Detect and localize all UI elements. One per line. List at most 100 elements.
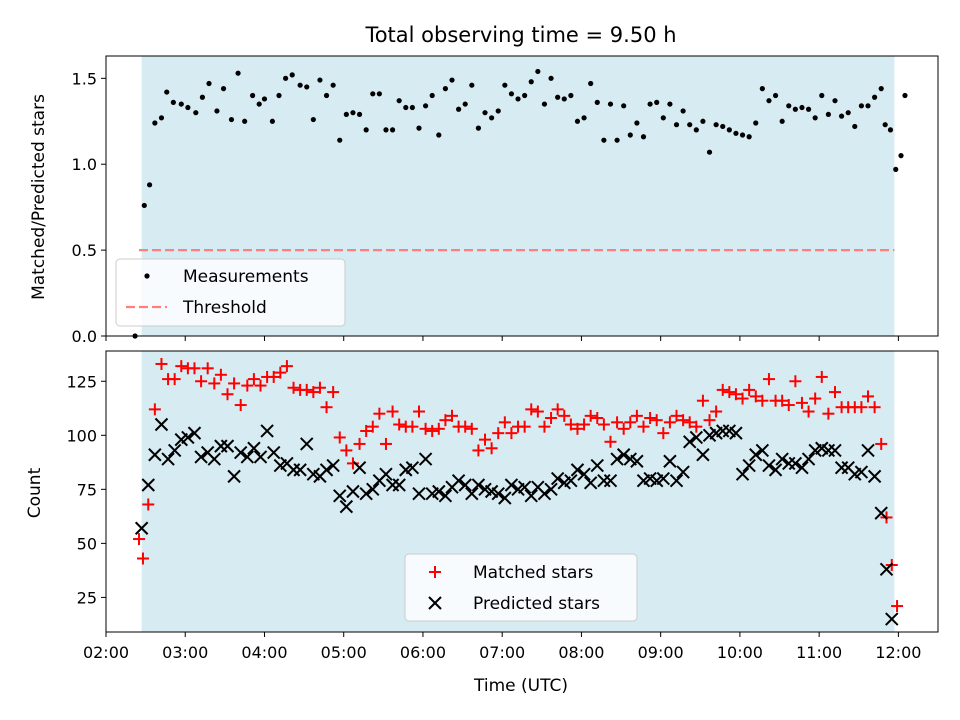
measurement-point	[456, 106, 462, 112]
matched-star-point	[505, 427, 518, 440]
matched-star-point	[875, 437, 888, 450]
count-y-axis-label: Count	[25, 467, 45, 518]
matched-star-point	[393, 418, 406, 431]
ratio-legend-box	[115, 258, 346, 327]
predicted-star-point	[339, 499, 354, 514]
measurement-point	[356, 111, 363, 118]
predicted-star-point	[795, 461, 809, 475]
predicted-star-point	[194, 450, 208, 464]
predicted-star-point	[656, 471, 671, 486]
matched-star-point	[234, 399, 247, 412]
matched-star-point	[525, 403, 538, 416]
measurement-point	[772, 92, 779, 99]
measurement-point	[249, 92, 256, 99]
matched-star-point	[274, 366, 287, 379]
matched-star-point	[795, 396, 808, 409]
measurement-point	[779, 118, 785, 124]
measurement-point	[242, 118, 248, 124]
measurement-point	[634, 120, 640, 126]
predicted-star-point	[141, 478, 155, 492]
matched-star-point	[307, 386, 320, 399]
measurement-point	[330, 82, 336, 88]
measurement-point	[640, 134, 647, 140]
measurement-point	[376, 91, 382, 97]
x-tick-label: 08:00	[558, 643, 604, 662]
predicted-star-point	[504, 478, 519, 492]
matched-star-point	[789, 375, 802, 388]
matched-star-point	[426, 424, 439, 437]
matched-star-point	[498, 416, 511, 429]
matched-star-point	[412, 405, 425, 418]
measurement-point	[614, 137, 620, 143]
measurement-point	[522, 92, 528, 99]
matched-star-point	[208, 377, 221, 390]
y-tick-label: 25	[77, 588, 97, 607]
predicted-star-point	[689, 430, 704, 445]
predicted-star-point	[187, 426, 202, 440]
predicted-star-point	[669, 473, 684, 488]
matched-star-point	[360, 424, 373, 437]
measurement-point	[462, 101, 468, 107]
x-tick-label: 06:00	[400, 643, 446, 662]
measurement-point	[310, 116, 316, 123]
matched-star-point	[228, 377, 241, 390]
measurement-point	[852, 123, 858, 130]
predicted-star-point	[359, 486, 373, 501]
matched-star-point	[419, 422, 432, 435]
matched-star-point	[782, 399, 795, 412]
matched-star-point	[703, 414, 716, 427]
matched-star-point	[630, 409, 643, 422]
matched-star-point	[650, 414, 663, 427]
measurement-point	[383, 127, 389, 133]
measurement-point	[489, 115, 495, 121]
ratio-y-axis-label: Matched/Predicted stars	[29, 94, 49, 300]
predicted-star-point	[247, 441, 261, 455]
predicted-star-point	[867, 469, 882, 484]
predicted-star-point	[471, 478, 486, 492]
predicted-star-point	[392, 478, 406, 492]
matched-star-point	[802, 405, 815, 418]
matched-star-point	[749, 390, 762, 403]
matched-star-point	[551, 403, 564, 416]
matched-star-point	[188, 362, 201, 375]
predicted-star-point	[544, 482, 558, 497]
predicted-star-point	[788, 456, 803, 471]
measurement-point	[548, 75, 554, 81]
measurement-point	[739, 132, 746, 138]
matched-star-point	[604, 435, 617, 448]
measurement-point	[283, 75, 289, 81]
measurement-point	[832, 98, 838, 104]
matched-star-point	[465, 422, 478, 435]
measurement-point	[228, 116, 235, 123]
matched-star-point	[353, 437, 366, 450]
predicted-star-point	[735, 467, 750, 481]
predicted-star-point	[161, 452, 175, 466]
measurement-point	[535, 68, 541, 75]
matched-star-point	[716, 383, 729, 396]
matched-star-point	[762, 373, 775, 386]
measurement-point	[887, 127, 894, 133]
matched-star-point	[247, 373, 260, 386]
predicted-star-point	[418, 452, 433, 466]
measurement-point	[898, 153, 904, 159]
predicted-star-point	[181, 430, 195, 445]
measurement-point	[713, 122, 719, 128]
measurement-point	[680, 108, 686, 114]
measurement-point	[882, 122, 888, 128]
measurement-point	[746, 134, 752, 140]
matched-star-point	[743, 383, 756, 396]
y-tick-label: 0.0	[72, 327, 97, 346]
measurement-point	[865, 103, 871, 109]
legend-marker-matched	[429, 566, 441, 578]
predicted-star-point	[333, 489, 347, 503]
count-panel: 25 50 75 100 125 02:00 03:00 04:00 05:00 06:00 07…	[25, 350, 939, 696]
measurement-point	[561, 96, 567, 102]
count-plot-frame	[105, 350, 939, 633]
measurement-point	[304, 84, 310, 90]
matched-star-point	[148, 403, 161, 416]
predicted-star-point	[696, 448, 710, 462]
measurement-point	[825, 111, 831, 118]
measurement-point	[220, 86, 227, 92]
measurement-point	[654, 99, 660, 105]
matched-star-point	[611, 416, 624, 429]
